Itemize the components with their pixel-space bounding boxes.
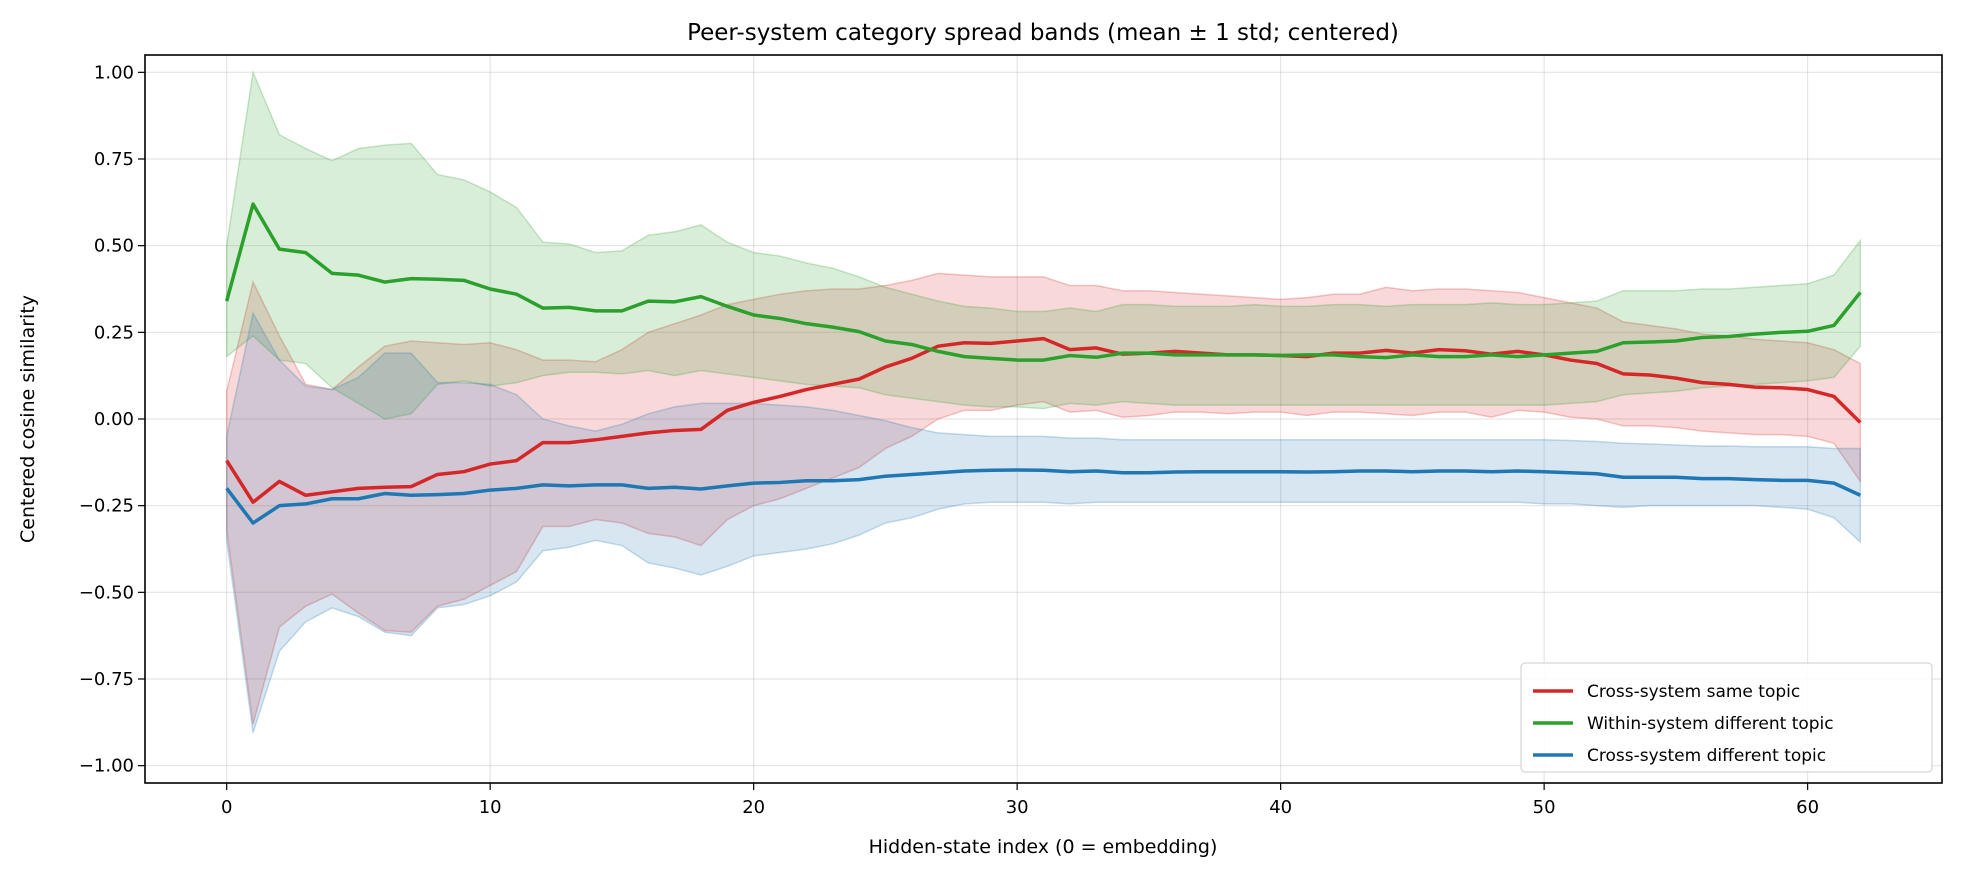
x-tick-label: 10	[479, 797, 502, 818]
y-tick-label: 0.00	[94, 409, 134, 430]
x-tick-label: 60	[1796, 797, 1819, 818]
mean-line-0	[225, 336, 1862, 504]
std-bands	[225, 69, 1862, 733]
y-tick-label: 0.75	[94, 149, 134, 170]
legend-label: Within-system different topic	[1587, 714, 1834, 734]
std-band-2	[225, 311, 1862, 733]
x-ticks: 0 10 20 30 40 50 60	[221, 783, 1819, 818]
chart-title: Peer-system category spread bands (mean …	[687, 20, 1399, 46]
y-tick-label: 0.50	[94, 236, 134, 257]
x-tick-label: 0	[221, 797, 232, 818]
y-axis-label: Centered cosine similarity	[17, 295, 39, 543]
x-tick-label: 50	[1533, 797, 1556, 818]
std-band-1	[225, 69, 1862, 420]
y-tick-label: −0.50	[79, 582, 134, 603]
y-tick-label: 0.25	[94, 322, 134, 343]
y-tick-label: −0.75	[79, 669, 134, 690]
std-band-0	[225, 272, 1862, 725]
legend-label: Cross-system different topic	[1587, 746, 1826, 766]
mean-lines	[224, 202, 1862, 525]
x-tick-label: 20	[742, 797, 765, 818]
x-axis-label: Hidden-state index (0 = embedding)	[869, 836, 1218, 858]
legend-label: Cross-system same topic	[1587, 682, 1800, 702]
mean-line-2	[225, 468, 1862, 525]
legend-box	[1520, 662, 1933, 773]
legend: Cross-system same topic Within-system dif…	[1520, 662, 1933, 773]
y-ticks: −1.00 −0.75 −0.50 −0.25 0.00 0.25 0.50 0.75 1.00	[79, 62, 145, 777]
x-tick-label: 30	[1006, 797, 1029, 818]
grid	[145, 55, 1942, 783]
y-tick-label: −1.00	[79, 756, 134, 777]
y-tick-label: −0.25	[79, 496, 134, 517]
mean-line-1	[224, 202, 1862, 362]
y-tick-label: 1.00	[94, 62, 134, 83]
x-tick-label: 40	[1269, 797, 1292, 818]
